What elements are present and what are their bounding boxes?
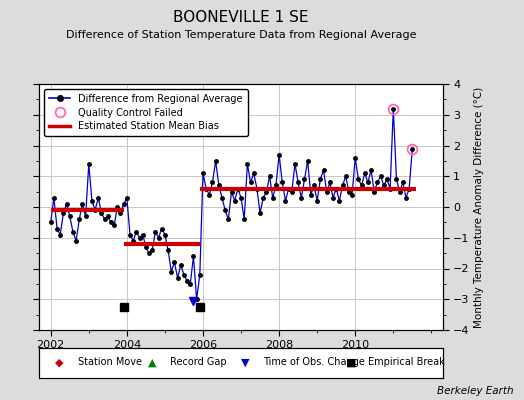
Text: Berkeley Earth: Berkeley Earth	[437, 386, 514, 396]
Text: BOONEVILLE 1 SE: BOONEVILLE 1 SE	[173, 10, 309, 25]
Text: ■: ■	[346, 358, 356, 367]
Text: Station Move: Station Move	[78, 358, 141, 367]
Text: Time of Obs. Change: Time of Obs. Change	[263, 358, 365, 367]
Text: Record Gap: Record Gap	[170, 358, 227, 367]
Text: ◆: ◆	[56, 358, 64, 367]
Legend: Difference from Regional Average, Quality Control Failed, Estimated Station Mean: Difference from Regional Average, Qualit…	[44, 89, 247, 136]
Text: ▲: ▲	[148, 358, 157, 367]
Text: ▼: ▼	[241, 358, 249, 367]
Text: Empirical Break: Empirical Break	[368, 358, 445, 367]
Text: Difference of Station Temperature Data from Regional Average: Difference of Station Temperature Data f…	[66, 30, 416, 40]
Y-axis label: Monthly Temperature Anomaly Difference (°C): Monthly Temperature Anomaly Difference (…	[474, 86, 484, 328]
